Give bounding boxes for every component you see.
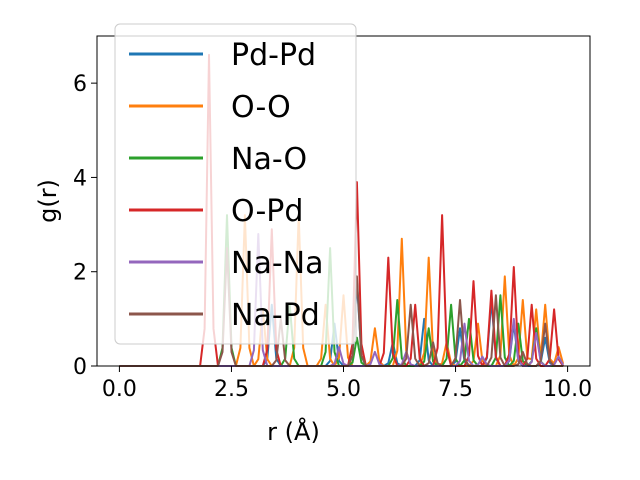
y-tick-label: 2 [73,261,87,286]
legend-label-o-o: O-O [231,90,291,125]
y-tick-label: 6 [73,72,87,97]
axes: 0.0 2.5 5.0 7.5 10.0 0 2 4 6 r (Å) g(r) [34,35,592,446]
x-tick-label: 2.5 [214,377,249,402]
x-tick-label: 7.5 [438,377,473,402]
y-tick-label: 0 [73,355,87,380]
legend-label-pd-pd: Pd-Pd [231,38,316,73]
legend-label-na-na: Na-Na [231,246,323,281]
y-axis-label: g(r) [34,179,62,223]
legend: Pd-Pd O-O Na-O O-Pd Na-Na Na-Pd [114,23,357,345]
x-tick-label: 0.0 [102,377,137,402]
legend-label-na-pd: Na-Pd [231,298,320,333]
legend-box [114,23,357,345]
legend-label-o-pd: O-Pd [231,194,303,229]
x-tick-label: 5.0 [326,377,361,402]
legend-label-na-o: Na-O [231,142,307,177]
x-tick-label: 10.0 [543,377,592,402]
y-tick-label: 4 [73,166,87,191]
x-axis-label: r (Å) [267,417,320,446]
